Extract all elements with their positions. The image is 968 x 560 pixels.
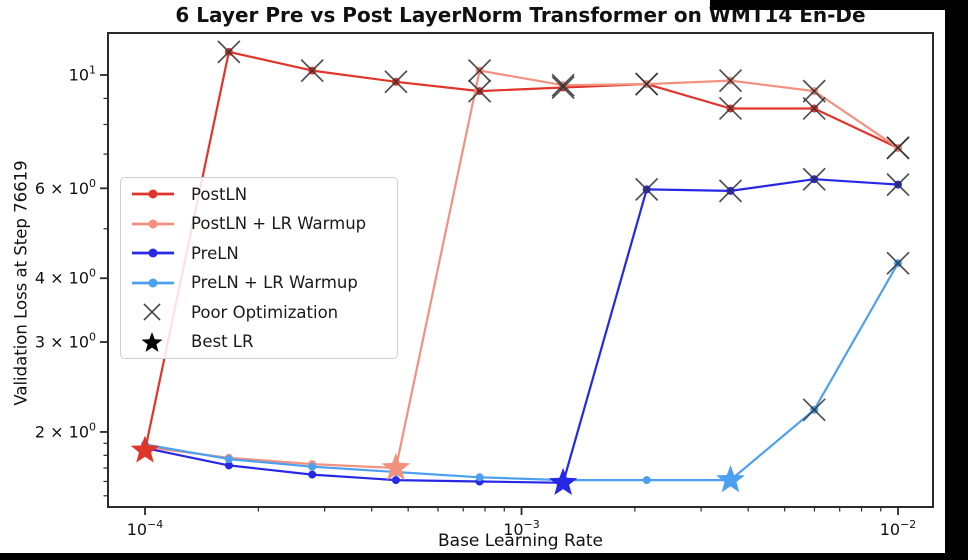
data-point-preln — [391, 476, 400, 485]
legend-item-postln: PostLN — [129, 181, 389, 207]
legend-line-swatch — [132, 278, 174, 288]
series-line-preln-lr-warmup — [144, 262, 899, 482]
data-point-preln — [308, 470, 317, 479]
data-point-preln — [224, 461, 233, 470]
poor-optimization-marker — [802, 167, 826, 191]
data-point-preln-lr-warmup — [308, 462, 317, 471]
best-lr-star-preln — [548, 467, 578, 495]
screenshot-top-right-border — [710, 0, 968, 10]
x-tick-label: 10−3 — [503, 518, 540, 539]
poor-optimization-marker — [802, 96, 826, 121]
y-axis-label: Validation Loss at Step 76619 — [11, 160, 31, 406]
series-line-postln — [143, 50, 899, 451]
x-tick-label: 10−2 — [880, 518, 917, 539]
legend-label: PostLN + LR Warmup — [191, 214, 367, 234]
poor-optimization-marker — [468, 79, 492, 103]
legend: PostLN PostLN + LR Warmup PreLN PreLN + LR … — [120, 177, 398, 359]
series-line-preln — [144, 178, 899, 484]
y-tick-label: 2 × 100 — [35, 420, 96, 441]
legend-item-poor-optimization: Poor Optimization — [129, 299, 389, 325]
legend-line-swatch — [132, 248, 174, 258]
best-lr-star-postln — [130, 435, 160, 463]
data-point-preln-lr-warmup — [224, 455, 233, 464]
series-line-postln-lr-warmup — [144, 69, 899, 470]
legend-line-swatch — [132, 219, 174, 229]
axes-frame — [107, 32, 934, 508]
legend-label: Poor Optimization — [191, 302, 339, 322]
poor-optimization-marker — [551, 73, 575, 97]
poor-optimization-marker — [217, 40, 241, 64]
legend-label: PostLN — [191, 184, 248, 204]
best-lr-star-postln-lr-warmup — [381, 453, 411, 481]
data-point-preln-lr-warmup — [642, 476, 651, 485]
poor-optimization-marker — [718, 179, 743, 203]
chart-plot-area: 10−4 10−3 10−2 101 6 × 100 4 × 100 3 × 100 2 × … — [35, 32, 934, 539]
best-lr-star-preln-lr-warmup — [716, 465, 745, 493]
legend-line-swatch — [132, 189, 174, 199]
poor-optimization-marker — [300, 59, 324, 83]
best-lr-star-icon — [141, 331, 163, 352]
y-tick-label: 4 × 100 — [35, 267, 96, 288]
legend-label: PreLN — [191, 243, 239, 263]
legend-item-best-lr: Best LR — [129, 329, 389, 355]
poor-optimization-marker — [635, 72, 659, 96]
poor-optimization-icon — [143, 303, 161, 321]
y-tick-label: 3 × 100 — [35, 331, 96, 352]
poor-optimization-marker — [635, 177, 659, 202]
poor-optimization-marker — [718, 96, 743, 121]
poor-optimization-marker — [802, 79, 826, 103]
legend-item-preln-lr-warmup: PreLN + LR Warmup — [129, 270, 389, 296]
matplotlib-figure: 6 Layer Pre vs Post LayerNorm Transforme… — [0, 0, 945, 553]
poor-optimization-marker — [718, 69, 743, 93]
poor-optimization-marker — [886, 136, 910, 160]
poor-optimization-marker — [886, 173, 910, 197]
poor-optimization-marker — [384, 70, 408, 94]
poor-optimization-marker — [886, 251, 910, 275]
x-axis-label: Base Learning Rate — [438, 531, 603, 551]
legend-label: PreLN + LR Warmup — [191, 273, 358, 293]
poor-optimization-marker — [468, 59, 492, 83]
poor-optimization-marker — [551, 75, 575, 100]
data-point-preln-lr-warmup — [475, 473, 484, 482]
y-tick-label: 6 × 100 — [35, 177, 96, 198]
y-tick-label: 101 — [69, 64, 96, 85]
x-tick-label: 10−4 — [127, 518, 164, 539]
legend-label: Best LR — [191, 332, 254, 352]
legend-item-postln-lr-warmup: PostLN + LR Warmup — [129, 211, 389, 237]
legend-item-preln: PreLN — [129, 240, 389, 266]
poor-optimization-marker — [802, 398, 826, 422]
